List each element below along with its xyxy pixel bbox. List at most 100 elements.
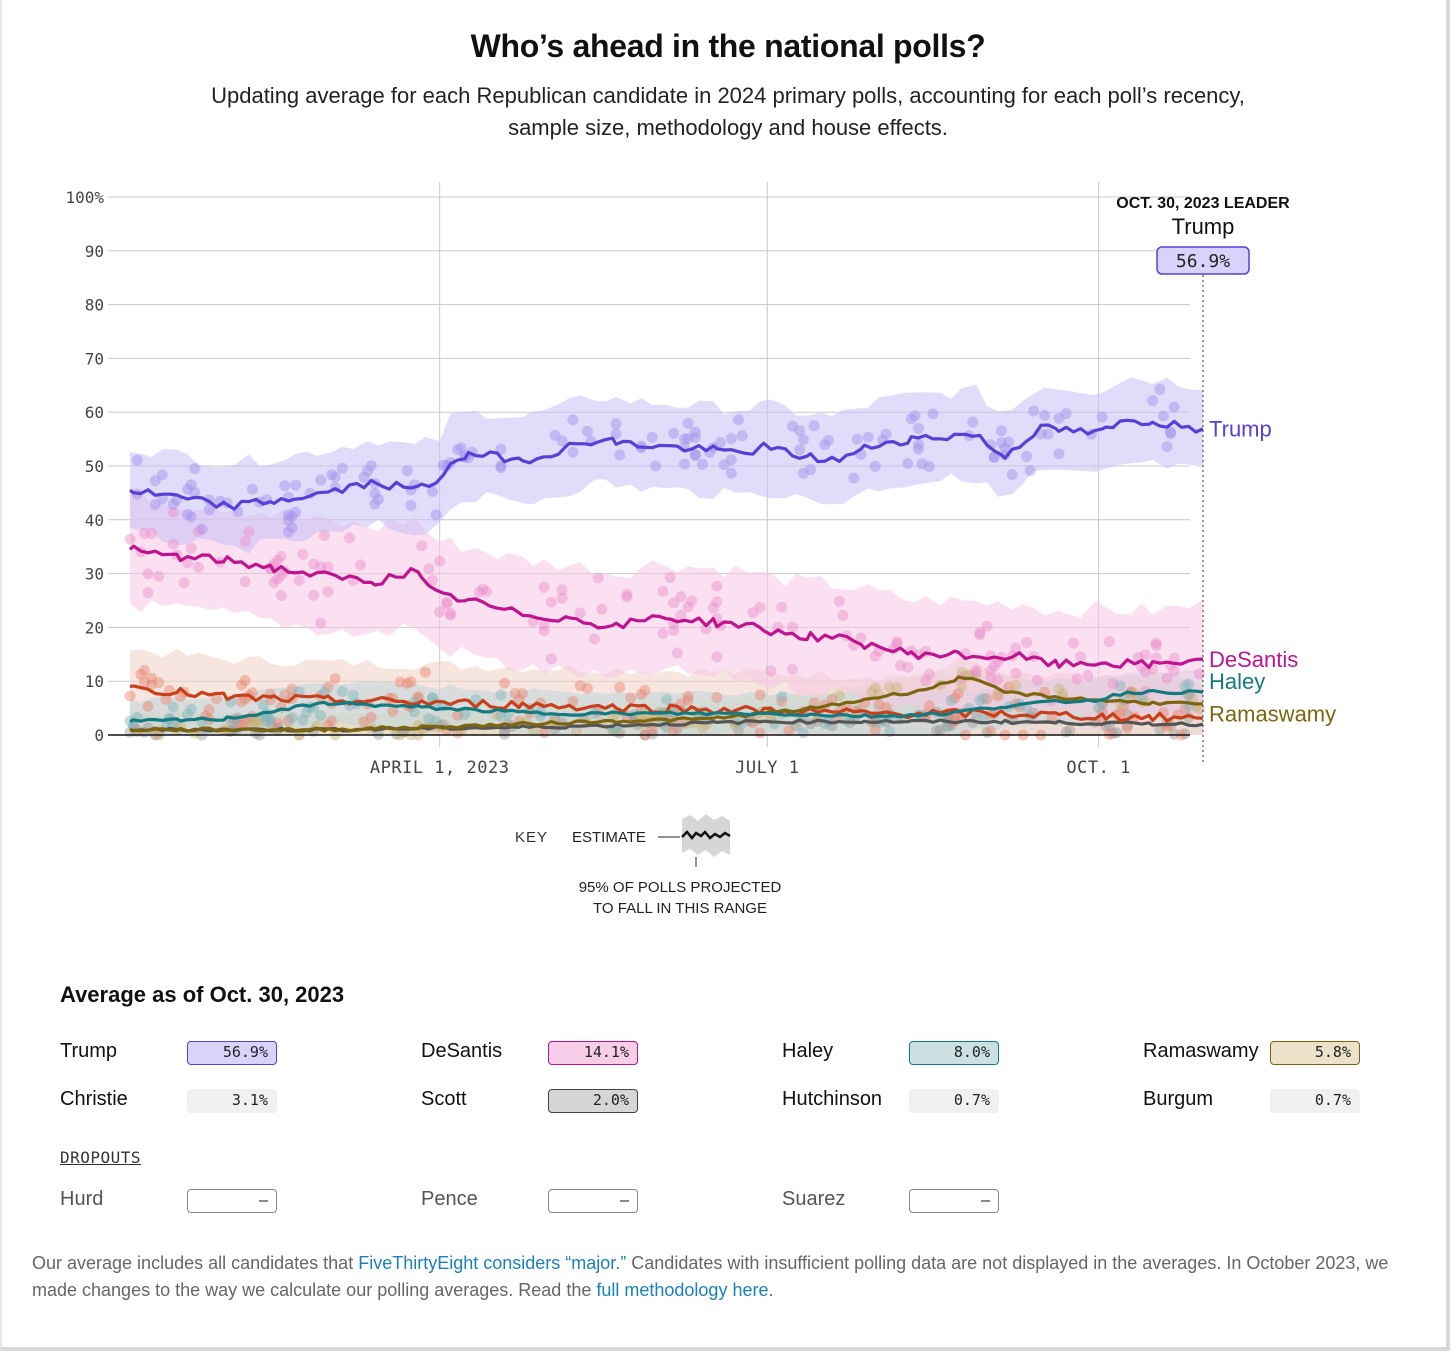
poll-dot (1161, 441, 1173, 453)
poll-dot (372, 493, 384, 505)
poll-dot (733, 724, 744, 736)
series-label-desantis: DeSantis (1209, 647, 1298, 672)
poll-dot (927, 408, 939, 420)
x-tick-label: JULY 1 (735, 758, 799, 778)
poll-dot (445, 607, 456, 619)
poll-dot (682, 601, 694, 613)
poll-dot (949, 692, 961, 704)
poll-dot (481, 586, 492, 597)
poll-dot (1154, 383, 1166, 395)
poll-dot (574, 607, 586, 619)
poll-dot (646, 724, 658, 736)
poll-dot (286, 510, 298, 522)
poll-dot (1161, 672, 1173, 684)
poll-dot (185, 511, 197, 523)
poll-dot (182, 508, 194, 520)
series-label-trump: Trump (1209, 416, 1272, 441)
poll-dot (913, 422, 924, 434)
leader-name: Trump (1172, 214, 1235, 239)
poll-dot (1139, 666, 1151, 678)
poll-dot (646, 431, 658, 443)
poll-dot (826, 693, 838, 705)
poll-dot (430, 509, 442, 521)
poll-dot (286, 712, 298, 724)
poll-dot (427, 574, 438, 586)
poll-dot (1157, 410, 1169, 422)
poll-dot (246, 716, 258, 728)
poll-dot (124, 690, 136, 702)
poll-dot (556, 584, 568, 596)
chart-axes: 100% 90 80 70 60 50 40 30 20 10 0 APRIL 1, 2023 JULY… (65, 188, 1190, 778)
poll-dot (855, 632, 867, 644)
poll-dot (1150, 639, 1162, 651)
poll-dot (509, 687, 521, 699)
poll-dot (787, 621, 798, 633)
key-swatch (658, 814, 731, 867)
average-line-haley (129, 688, 1204, 723)
x-tick-label: APRIL 1, 2023 (370, 758, 510, 778)
poll-dot (300, 707, 312, 718)
poll-dot (196, 523, 208, 535)
poll-dot (905, 413, 917, 425)
poll-dot (668, 624, 680, 636)
poll-dot (567, 446, 579, 458)
poll-dot (185, 479, 197, 491)
candidate-average-haley: 8.0% (909, 1041, 999, 1065)
poll-dot (282, 514, 294, 526)
poll-dot (153, 677, 165, 689)
poll-dot (1103, 636, 1115, 648)
poll-dot (1010, 667, 1022, 679)
poll-dot (246, 483, 258, 495)
poll-dot (264, 717, 276, 729)
poll-dot (1179, 703, 1191, 715)
poll-dot (185, 542, 197, 554)
poll-dot (329, 471, 341, 483)
poll-dot (358, 471, 370, 483)
poll-dot (477, 583, 489, 595)
poll-dot (390, 728, 402, 740)
poll-dot (776, 601, 788, 613)
dropout-average-pence: – (548, 1189, 638, 1213)
y-tick-label: 40 (85, 511, 104, 530)
poll-dot (315, 561, 327, 573)
dropout-average-hurd: – (187, 1189, 277, 1213)
poll-dot (495, 689, 507, 701)
poll-dot (621, 588, 633, 600)
poll-dot (988, 451, 1000, 463)
poll-dot (1150, 637, 1162, 649)
poll-dot (725, 454, 737, 466)
major-candidates-link[interactable]: FiveThirtyEight considers “major.” (358, 1253, 627, 1273)
poll-dot (272, 717, 284, 729)
poll-dot (974, 627, 986, 639)
uncertainty-band (130, 670, 1203, 735)
poll-dot (819, 439, 831, 451)
poll-dot (797, 727, 809, 739)
poll-dot (797, 467, 809, 479)
poll-dot (326, 715, 338, 727)
poll-dot (837, 609, 849, 621)
poll-dot (1168, 652, 1180, 664)
poll-dot (679, 433, 690, 445)
methodology-link[interactable]: full methodology here (596, 1280, 769, 1300)
poll-dot (495, 462, 507, 474)
poll-dot (891, 636, 903, 648)
poll-dot (1139, 649, 1151, 661)
poll-dot (261, 716, 273, 728)
poll-dot (880, 428, 892, 440)
poll-dot (1165, 428, 1177, 440)
poll-dot (571, 725, 582, 737)
poll-dot (1114, 680, 1126, 692)
poll-dot (787, 420, 798, 432)
poll-dot (149, 499, 161, 511)
poll-dot (1107, 678, 1119, 690)
poll-dot (650, 460, 662, 472)
poll-dot (138, 527, 150, 539)
candidate-name-burgum: Burgum (1143, 1088, 1214, 1110)
average-lines (128, 418, 1204, 733)
candidate-average-hutchinson: 0.7% (909, 1089, 999, 1113)
poll-dot (646, 728, 658, 740)
poll-dot (293, 575, 305, 587)
poll-dot (146, 679, 158, 691)
y-tick-label: 70 (85, 349, 104, 368)
poll-dot (308, 589, 320, 601)
